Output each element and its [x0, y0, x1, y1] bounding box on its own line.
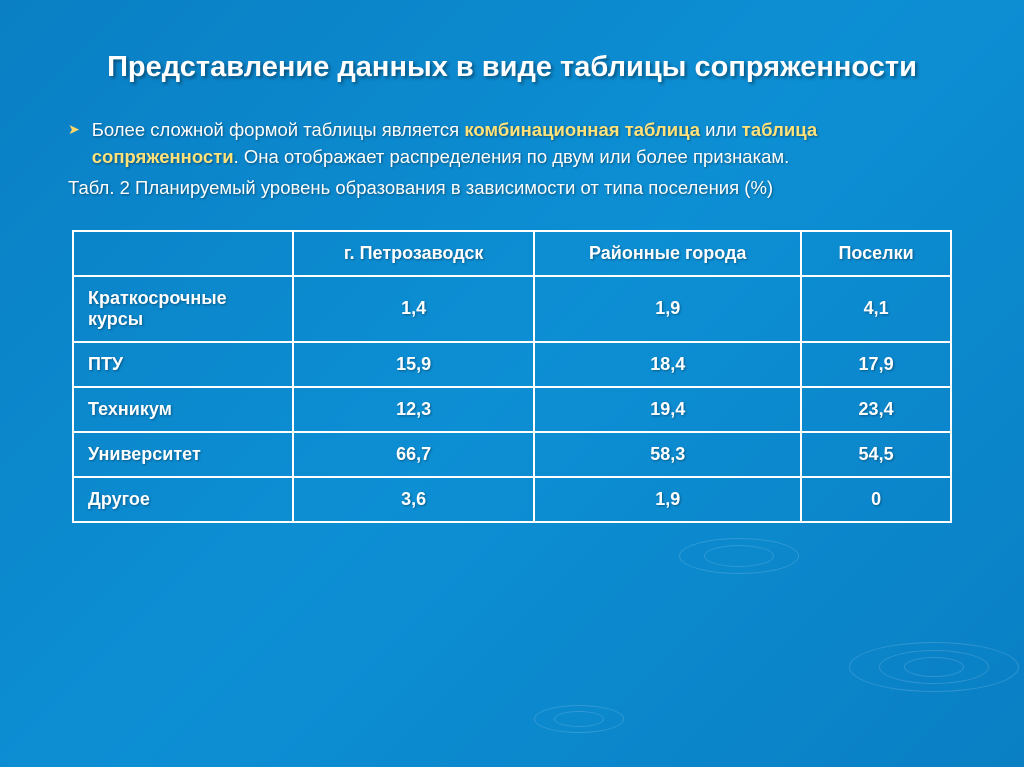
text-fragment: или — [700, 119, 742, 140]
contingency-table: г. Петрозаводск Районные города Поселки … — [72, 230, 952, 523]
bullet-item: ➤ Более сложной формой таблицы является … — [68, 117, 956, 171]
table-row: Краткосрочные курсы 1,4 1,9 4,1 — [73, 276, 951, 342]
table-cell: 3,6 — [293, 477, 534, 522]
table-row: ПТУ 15,9 18,4 17,9 — [73, 342, 951, 387]
highlight-term: комбинационная таблица — [464, 119, 700, 140]
table-cell: 12,3 — [293, 387, 534, 432]
table-cell: 58,3 — [534, 432, 801, 477]
table-cell: 23,4 — [801, 387, 951, 432]
bullet-icon: ➤ — [68, 121, 80, 138]
table-row: Техникум 12,3 19,4 23,4 — [73, 387, 951, 432]
bullet-text: Более сложной формой таблицы является ко… — [92, 117, 956, 171]
table-row: Другое 3,6 1,9 0 — [73, 477, 951, 522]
table-cell: 19,4 — [534, 387, 801, 432]
row-label: Другое — [73, 477, 293, 522]
table-cell: 1,9 — [534, 477, 801, 522]
slide-body: ➤ Более сложной формой таблицы является … — [0, 87, 1024, 522]
table-cell: 15,9 — [293, 342, 534, 387]
table-cell: 1,4 — [293, 276, 534, 342]
table-header-cell: г. Петрозаводск — [293, 231, 534, 276]
table-cell: 1,9 — [534, 276, 801, 342]
text-fragment: Более сложной формой таблицы является — [92, 119, 465, 140]
table-cell: 66,7 — [293, 432, 534, 477]
table-caption: Табл. 2 Планируемый уровень образования … — [68, 175, 956, 202]
table-row: Университет 66,7 58,3 54,5 — [73, 432, 951, 477]
table-header-cell: Поселки — [801, 231, 951, 276]
table-cell: 54,5 — [801, 432, 951, 477]
table-header-row: г. Петрозаводск Районные города Поселки — [73, 231, 951, 276]
row-label: Краткосрочные курсы — [73, 276, 293, 342]
slide-title: Представление данных в виде таблицы сопр… — [0, 0, 1024, 87]
table-cell: 0 — [801, 477, 951, 522]
table-cell: 17,9 — [801, 342, 951, 387]
table-header-cell — [73, 231, 293, 276]
row-label: ПТУ — [73, 342, 293, 387]
table-cell: 18,4 — [534, 342, 801, 387]
table-header-cell: Районные города — [534, 231, 801, 276]
row-label: Университет — [73, 432, 293, 477]
text-fragment: . Она отображает распределения по двум и… — [234, 146, 790, 167]
row-label: Техникум — [73, 387, 293, 432]
table-cell: 4,1 — [801, 276, 951, 342]
